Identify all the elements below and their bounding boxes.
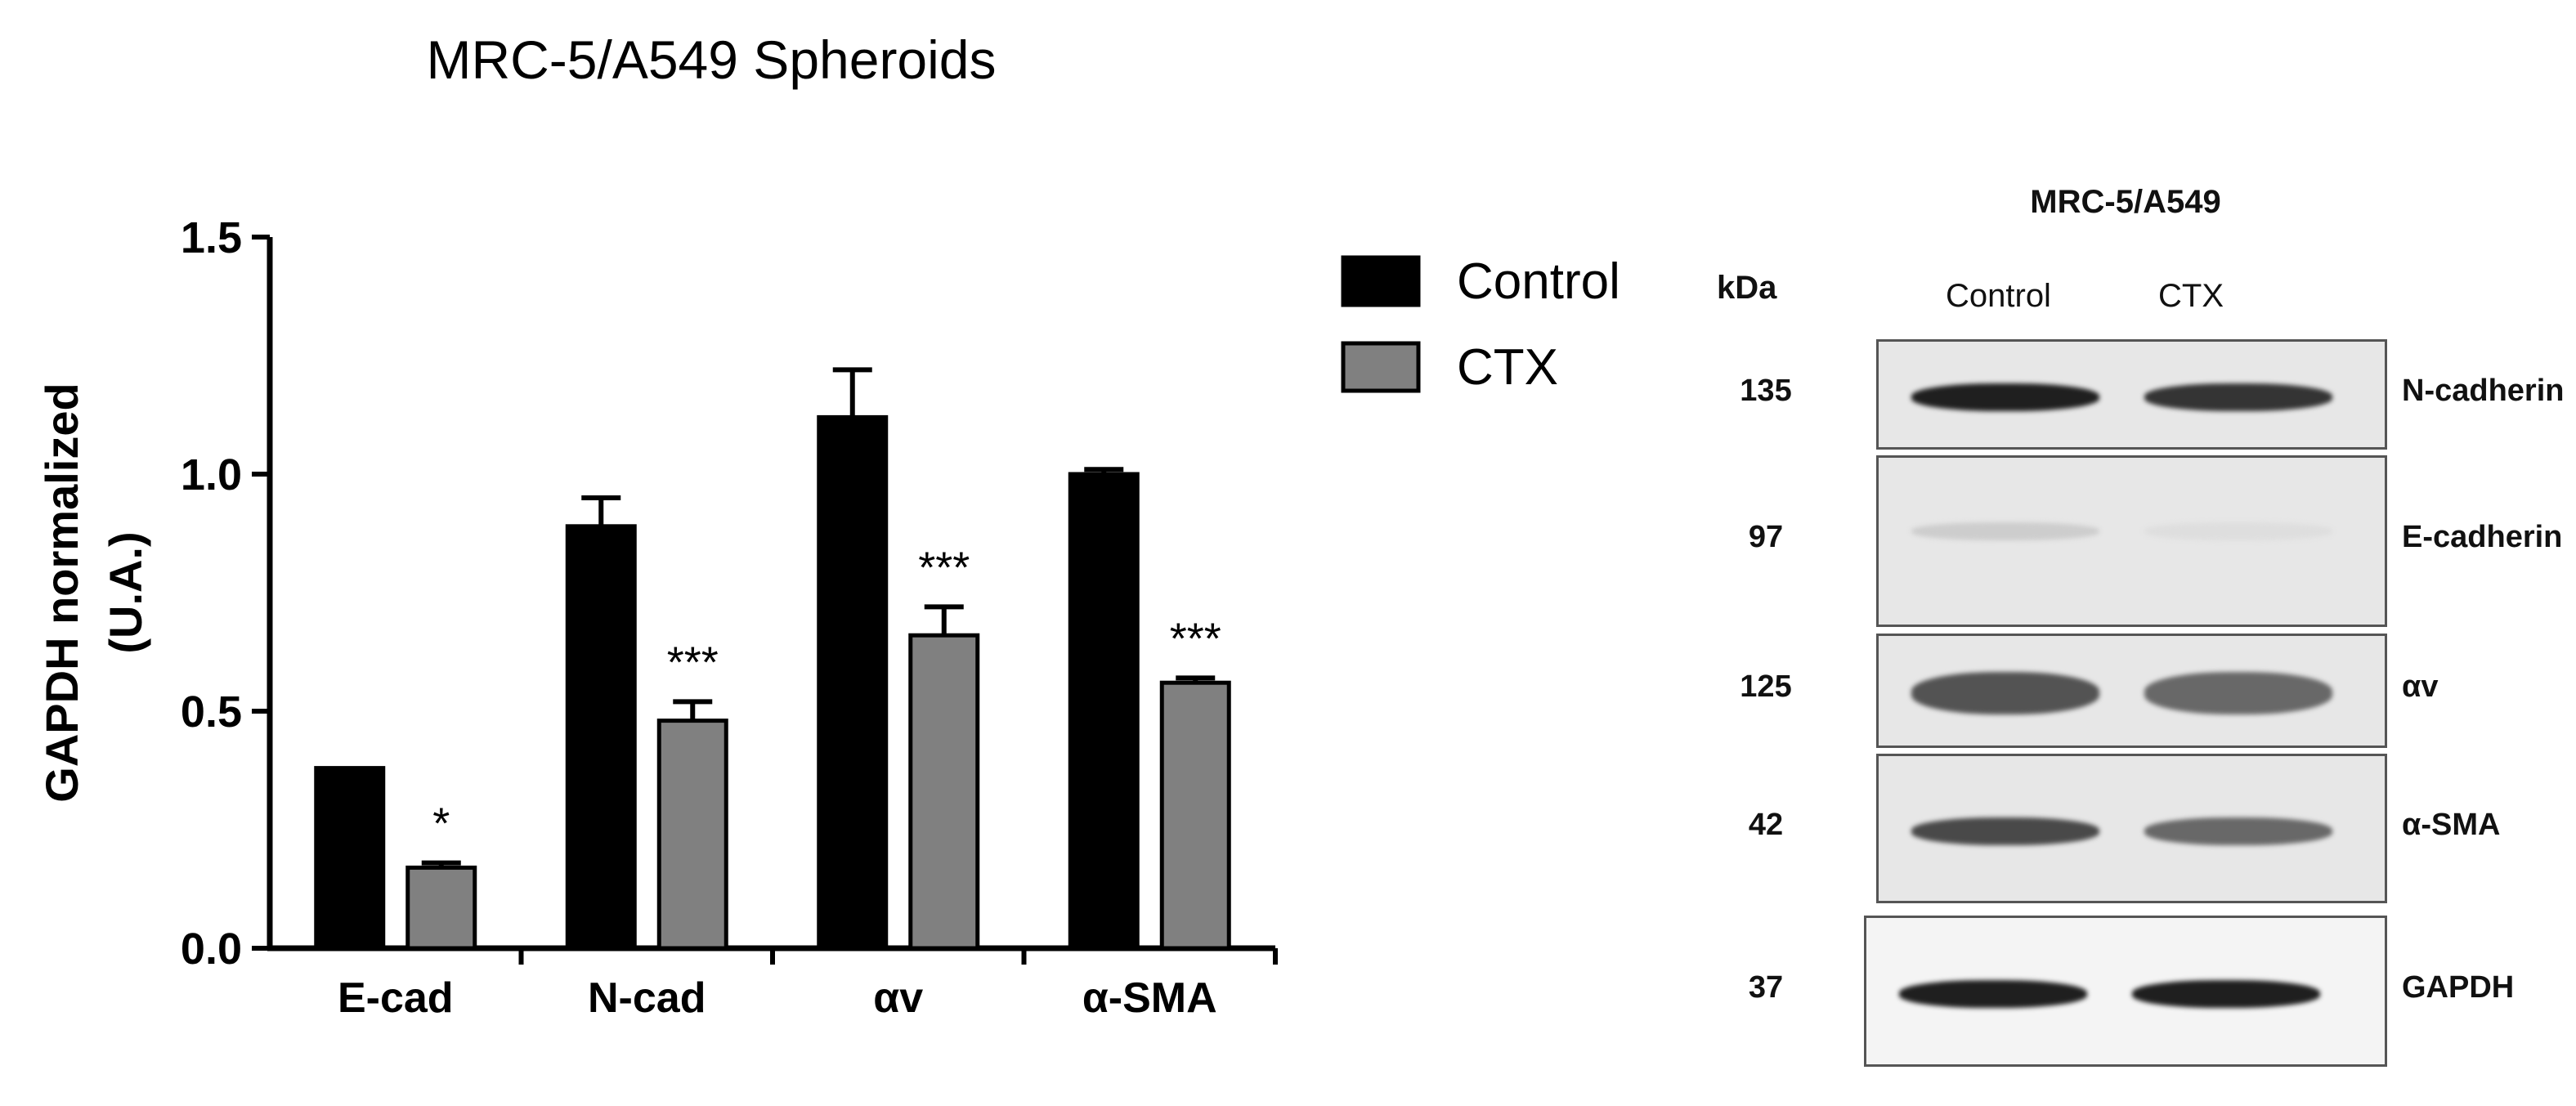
kda-label: 97: [1748, 520, 1784, 554]
kda-label: 37: [1748, 969, 1784, 1005]
bar-control-1: [565, 524, 637, 951]
western-blot: MRC-5/A549 kDa Control CTX 135 N-cadherin 9…: [1700, 0, 2576, 1106]
y-tick-label: 1.0: [181, 450, 242, 499]
protein-label: N-cadherin: [2402, 373, 2565, 408]
band-αv-control: [1911, 672, 2099, 714]
kda-label: 135: [1740, 373, 1792, 408]
bar-ctx-2: [908, 633, 980, 951]
band-N-cadherin-control: [1911, 383, 2099, 411]
y-tick-label: 0.5: [181, 687, 242, 737]
blot-panel-αv: [1876, 634, 2387, 748]
blot-panel-N-cadherin: [1876, 339, 2387, 450]
legend-label-control: Control: [1457, 253, 1620, 310]
bar-ctx-3: [1159, 680, 1231, 951]
band-α-SMA-ctx: [2144, 817, 2332, 845]
blot-title: MRC-5/A549: [2030, 184, 2221, 220]
y-axis-label: GAPDH normalized (U.A.): [36, 383, 151, 802]
bar-ctx-0: [405, 865, 477, 951]
lane-label-ctx: CTX: [2158, 278, 2224, 314]
y-axis-label-line1: GAPDH normalized: [36, 383, 87, 802]
bar-chart: MRC-5/A549 Spheroids GAPDH normalized (U…: [36, 29, 1620, 1022]
significance-marker: ***: [918, 543, 970, 592]
band-αv-ctx: [2144, 672, 2332, 714]
kda-label: 42: [1748, 807, 1784, 842]
blot-panel-α-SMA: [1876, 754, 2387, 903]
kda-label: 125: [1740, 669, 1792, 704]
chart-title: MRC-5/A549 Spheroids: [427, 29, 997, 90]
significance-marker: ***: [1170, 614, 1221, 663]
y-tick-label: 1.5: [181, 213, 242, 262]
protein-label: GAPDH: [2402, 969, 2515, 1005]
band-GAPDH-ctx: [2132, 979, 2320, 1008]
protein-label: α-SMA: [2402, 807, 2501, 842]
legend-swatch-control: [1341, 255, 1421, 307]
bar-control-0: [314, 766, 386, 951]
y-axis-label-line2: (U.A.): [100, 531, 151, 653]
band-α-SMA-control: [1911, 817, 2099, 845]
legend-swatch-ctx: [1341, 341, 1421, 393]
band-N-cadherin-ctx: [2144, 383, 2332, 411]
bar-control-3: [1068, 472, 1140, 951]
kda-header: kDa: [1717, 270, 1777, 306]
protein-label: E-cadherin: [2402, 520, 2563, 554]
significance-marker: *: [432, 799, 450, 849]
legend-label-ctx: CTX: [1457, 339, 1558, 396]
lane-label-control: Control: [1946, 278, 2051, 314]
band-E-cadherin-control: [1911, 522, 2099, 540]
band-GAPDH-control: [1899, 979, 2087, 1008]
blot-panel-GAPDH: [1864, 916, 2387, 1067]
x-tick-label: N-cad: [588, 974, 706, 1022]
x-tick-label: α-SMA: [1082, 974, 1217, 1022]
blot-panel-E-cadherin: [1876, 455, 2387, 627]
x-tick-label: αv: [873, 974, 923, 1022]
protein-label: αv: [2402, 669, 2439, 704]
bar-control-2: [817, 414, 889, 951]
x-tick-label: E-cad: [338, 974, 454, 1022]
significance-marker: ***: [667, 638, 719, 687]
y-tick-label: 0.0: [181, 925, 242, 974]
band-E-cadherin-ctx: [2144, 522, 2332, 540]
bar-ctx-1: [656, 719, 728, 951]
